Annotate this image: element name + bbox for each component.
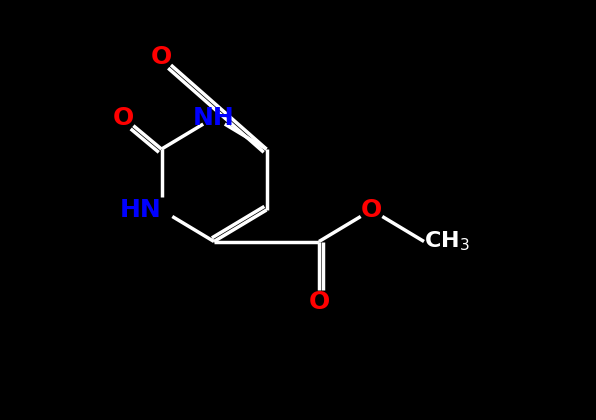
Text: O: O [361,198,382,222]
Text: CH$_3$: CH$_3$ [424,230,470,253]
Text: O: O [151,45,172,69]
Text: NH: NH [193,105,235,130]
Text: HN: HN [120,198,162,222]
Text: O: O [113,105,134,130]
Text: O: O [308,290,330,315]
